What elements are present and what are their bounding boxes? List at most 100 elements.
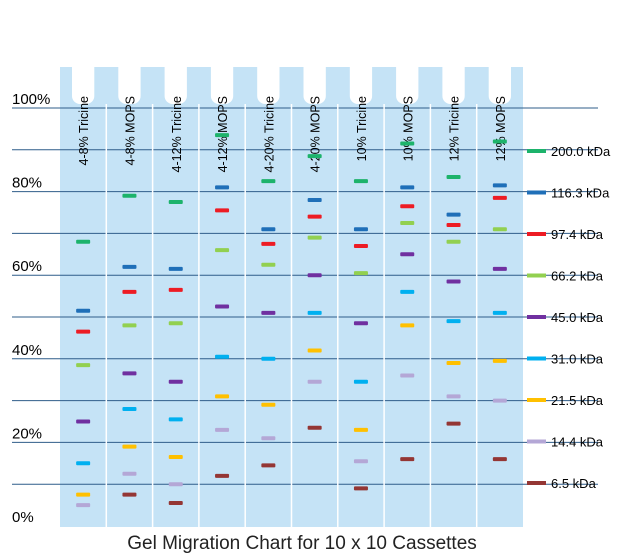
band-mark	[446, 421, 461, 426]
band-mark	[492, 266, 507, 271]
band-mark	[353, 379, 368, 384]
band-mark	[215, 208, 230, 213]
legend-swatch	[527, 273, 546, 278]
band-mark	[492, 310, 507, 315]
band-mark	[168, 482, 183, 487]
band-mark	[122, 371, 137, 376]
band-mark	[446, 360, 461, 365]
y-axis-ticks: 0% 20% 40% 60% 80% 100%	[12, 91, 50, 526]
legend-label: 97.4 kDa	[551, 227, 604, 242]
column-label: 4-8% Tricine	[77, 96, 91, 166]
band-mark	[353, 486, 368, 491]
band-mark	[353, 243, 368, 248]
band-mark	[400, 141, 415, 146]
band-mark	[307, 379, 322, 384]
band-mark	[215, 185, 230, 190]
band-mark	[215, 394, 230, 399]
band-mark	[261, 179, 276, 184]
band-mark	[307, 348, 322, 353]
band-mark	[307, 310, 322, 315]
band-mark	[168, 266, 183, 271]
band-mark	[215, 473, 230, 478]
band-mark	[168, 501, 183, 506]
y-tick-label: 60%	[12, 258, 42, 275]
column-header-cell	[396, 0, 419, 104]
band-mark	[353, 227, 368, 232]
band-mark	[261, 241, 276, 246]
legend-label: 21.5 kDa	[551, 393, 604, 408]
band-mark	[446, 239, 461, 244]
column-label: 4-20% MOPS	[309, 96, 323, 172]
band-mark	[261, 356, 276, 361]
legend: 200.0 kDa 116.3 kDa 97.4 kDa 66.2 kDa 45.0 k…	[527, 144, 611, 491]
gridlines	[12, 104, 598, 527]
band-mark	[492, 457, 507, 462]
band-mark	[400, 220, 415, 225]
band-mark	[492, 183, 507, 188]
band-mark	[76, 363, 91, 368]
column-header-cell	[303, 0, 326, 104]
legend-label: 31.0 kDa	[551, 352, 604, 367]
column-header-cell	[442, 0, 465, 104]
band-mark	[76, 461, 91, 466]
column-header-cell	[349, 0, 373, 104]
band-mark	[76, 239, 91, 244]
band-mark	[261, 402, 276, 407]
band-mark	[168, 417, 183, 422]
legend-label: 14.4 kDa	[551, 435, 604, 450]
band-mark	[307, 425, 322, 430]
band-mark	[122, 264, 137, 269]
band-mark	[400, 373, 415, 378]
column-label: 4-12% Tricine	[170, 96, 184, 172]
band-mark	[353, 321, 368, 326]
band-mark	[215, 248, 230, 253]
band-mark	[215, 427, 230, 432]
band-mark	[307, 235, 322, 240]
band-mark	[261, 436, 276, 441]
column-header-cell	[164, 0, 187, 104]
band-mark	[307, 214, 322, 219]
y-tick-label: 20%	[12, 425, 42, 442]
column-label: 10% Tricine	[355, 96, 369, 161]
column-label: 4-20% Tricine	[262, 96, 276, 172]
band-mark	[446, 174, 461, 179]
band-mark	[492, 227, 507, 232]
band-mark	[168, 379, 183, 384]
band-mark	[261, 227, 276, 232]
y-tick-label: 100%	[12, 91, 50, 108]
band-mark	[168, 321, 183, 326]
column-header-cell	[72, 0, 95, 104]
band-mark	[446, 319, 461, 324]
band-mark	[122, 406, 137, 411]
band-mark	[122, 471, 137, 476]
band-mark	[492, 358, 507, 363]
band-mark	[122, 193, 137, 198]
y-tick-label: 80%	[12, 175, 42, 192]
band-mark	[168, 200, 183, 205]
band-mark	[261, 310, 276, 315]
band-mark	[400, 323, 415, 328]
column-header-cell	[257, 0, 280, 104]
band-mark	[122, 323, 137, 328]
legend-swatch	[527, 439, 546, 444]
band-mark	[76, 329, 91, 334]
column-label: 12% MOPS	[494, 96, 508, 161]
band-mark	[215, 133, 230, 138]
band-mark	[122, 444, 137, 449]
legend-label: 116.3 kDa	[551, 186, 610, 201]
band-mark	[492, 398, 507, 403]
band-mark	[400, 289, 415, 294]
column-header-cell	[488, 0, 511, 104]
band-mark	[446, 212, 461, 217]
band-mark	[492, 195, 507, 200]
band-mark	[400, 185, 415, 190]
band-mark	[168, 455, 183, 460]
band-mark	[76, 419, 91, 424]
band-mark	[76, 492, 91, 497]
band-mark	[122, 492, 137, 497]
column-header-cell	[210, 0, 234, 104]
band-mark	[215, 304, 230, 309]
band-mark	[76, 503, 91, 508]
legend-label: 6.5 kDa	[551, 476, 597, 491]
